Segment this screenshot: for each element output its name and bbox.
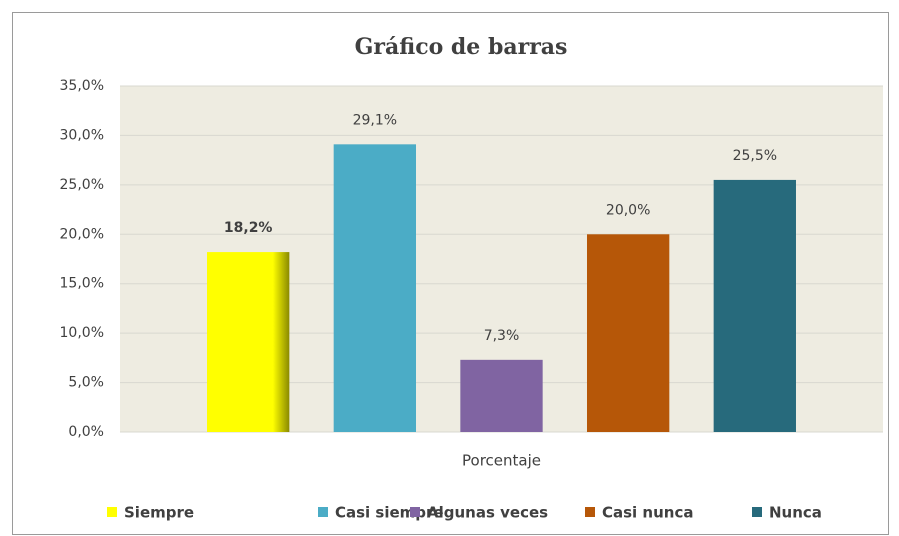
legend-marker (318, 507, 328, 517)
legend-label: Casi nunca (602, 504, 693, 522)
legend-marker (585, 507, 595, 517)
y-tick-label: 35,0% (60, 78, 104, 94)
y-tick-label: 25,0% (60, 177, 104, 193)
y-tick-label: 10,0% (60, 325, 104, 341)
legend-label: Nunca (769, 504, 822, 522)
data-label: 29,1% (353, 112, 397, 128)
bar (333, 144, 417, 432)
y-tick-label: 20,0% (60, 226, 104, 242)
x-tick-label: Porcentaje (462, 452, 541, 470)
y-tick-label: 15,0% (60, 276, 104, 292)
y-tick-label: 30,0% (60, 127, 104, 143)
legend-marker (410, 507, 420, 517)
bar (713, 179, 796, 432)
legend-label: Siempre (124, 504, 194, 522)
legend-marker (752, 507, 762, 517)
y-tick-label: 0,0% (68, 424, 104, 440)
legend-label: Algunas veces (427, 504, 548, 522)
chart-title: Gráfico de barras (355, 34, 568, 60)
data-label: 20,0% (606, 202, 650, 218)
bar (207, 252, 290, 432)
data-label: 7,3% (484, 328, 520, 344)
y-tick-label: 5,0% (68, 375, 104, 391)
bar (586, 234, 670, 432)
legend-marker (107, 507, 117, 517)
data-label: 18,2% (224, 220, 273, 236)
data-label: 25,5% (733, 148, 777, 164)
bar (460, 359, 543, 432)
